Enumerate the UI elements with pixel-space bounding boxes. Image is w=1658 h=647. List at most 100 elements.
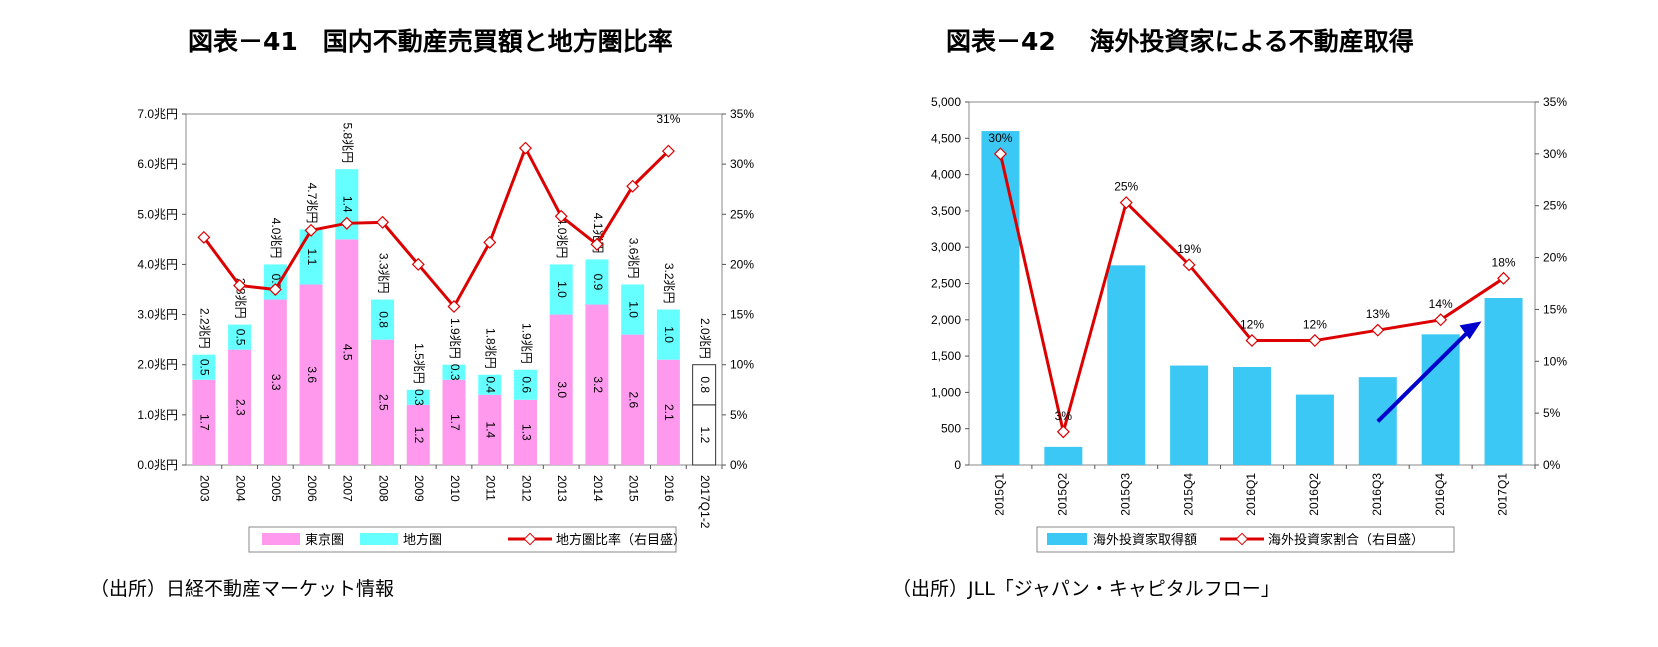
left-y2-tick-label: 25% (730, 207, 754, 221)
regional-bar (513, 369, 537, 400)
legend-label-regional: 地方圏 (403, 532, 442, 547)
trend-arrow-head (1459, 321, 1482, 340)
legend-marker-share (1235, 532, 1249, 546)
right-y-tick-label: 500 (941, 422, 961, 436)
right-y-tick-label: 3,000 (931, 240, 961, 254)
share-value-label: 25% (1114, 180, 1138, 194)
left-x-tick-label: 2009 (412, 475, 426, 502)
foreign-bar (1044, 446, 1083, 465)
right-x-tick-label: 2015Q1 (993, 473, 1007, 516)
left-y-tick-label: 3.0兆円 (137, 308, 178, 322)
share-value-label: 3% (1055, 409, 1073, 423)
left-x-tick-label: 2004 (233, 475, 247, 502)
share-point (1434, 313, 1448, 327)
tokyo-value-label: 1.7 (198, 414, 212, 431)
right-y2-tick-label: 15% (1543, 302, 1567, 316)
regional-value-label: 1.0 (626, 301, 640, 318)
right-y-tick-label: 3,500 (931, 204, 961, 218)
foreign-bar (981, 131, 1020, 466)
left-y2-tick-label: 30% (730, 157, 754, 171)
left-x-tick-label: 2012 (519, 475, 533, 502)
tokyo-value-label: 1.2 (412, 427, 426, 444)
left-y2-tick-label: 0% (730, 458, 748, 472)
ratio-point (340, 216, 354, 230)
total-value-label: 3.6兆円 (626, 238, 640, 279)
regional-value-label: 0.9 (591, 274, 605, 291)
share-point (1119, 196, 1133, 210)
tokyo-bar (228, 349, 252, 465)
left-legend (248, 526, 677, 553)
right-y-tick-label: 5,000 (931, 95, 961, 109)
right-y2-tick-label: 10% (1543, 354, 1567, 368)
right-x-tick-label: 2015Q3 (1118, 473, 1132, 516)
regional-bar (621, 284, 645, 335)
ratio-point (483, 235, 497, 249)
left-x-tick-label: 2003 (198, 475, 212, 502)
tokyo-bar (478, 394, 502, 465)
share-value-label: 12% (1240, 318, 1264, 332)
right-y-tick-label: 2,500 (931, 277, 961, 291)
tokyo-bar (299, 284, 323, 465)
regional-bar (656, 309, 680, 360)
share-point (1371, 323, 1385, 337)
legend-marker-ratio (523, 532, 537, 546)
tokyo-bar (335, 239, 359, 465)
legend-swatch-foreign (1047, 533, 1087, 545)
tokyo-value-label: 2.1 (662, 404, 676, 421)
share-value-label: 19% (1177, 242, 1201, 256)
total-value-label: 1.9兆円 (519, 323, 533, 364)
ratio-point (376, 215, 390, 229)
total-value-label: 3.2兆円 (662, 263, 676, 304)
legend-swatch-regional (360, 533, 398, 545)
regional-value-label: 0.4 (484, 376, 498, 393)
right-x-tick-label: 2016Q3 (1370, 473, 1384, 516)
share-value-label: 13% (1366, 307, 1390, 321)
left-y-tick-label: 5.0兆円 (137, 207, 178, 221)
left-y-tick-label: 0.0兆円 (137, 458, 178, 472)
legend-label-share: 海外投資家割合（右目盛） (1268, 532, 1424, 547)
regional-value-label: 1.0 (555, 281, 569, 298)
left-source-note: （出所）日経不動産マーケット情報 (90, 578, 395, 600)
left-x-tick-label: 2007 (341, 475, 355, 502)
ratio-point (233, 278, 247, 292)
left-y2-tick-label: 10% (730, 358, 754, 372)
legend-label-tokyo: 東京圏 (305, 532, 344, 547)
tokyo-value-label: 3.2 (591, 376, 605, 393)
left-y-tick-label: 1.0兆円 (137, 408, 178, 422)
ratio-point (447, 300, 461, 314)
left-x-tick-label: 2011 (484, 475, 498, 501)
ratio-point (554, 209, 568, 223)
regional-bar (192, 354, 216, 380)
left-y2-tick-label: 5% (730, 408, 748, 422)
left-y2-tick-label: 15% (730, 308, 754, 322)
regional-bar (263, 264, 287, 300)
regional-value-label: 0.3 (412, 389, 426, 406)
regional-bar (371, 299, 395, 340)
right-y2-tick-label: 35% (1543, 95, 1567, 109)
legend-label-ratio: 地方圏比率（右目盛） (556, 532, 686, 547)
left-y2-tick-label: 35% (730, 107, 754, 121)
share-value-label: 12% (1303, 318, 1327, 332)
tokyo-value-label: 3.6 (305, 366, 319, 383)
right-x-tick-label: 2016Q1 (1244, 473, 1258, 516)
total-value-label: 5.8兆円 (341, 122, 355, 163)
total-value-label: 3.3兆円 (376, 253, 390, 294)
tokyo-bar (442, 379, 466, 465)
regional-value-label: 1.0 (662, 326, 676, 343)
tokyo-value-label: 2.3 (233, 399, 247, 416)
legend-label-foreign: 海外投資家取得額 (1093, 532, 1197, 547)
legend-swatch-tokyo (262, 533, 300, 545)
regional-value-label: 0.5 (198, 359, 212, 376)
tokyo-value-label: 1.3 (519, 424, 533, 441)
foreign-bar (1233, 366, 1271, 465)
right-x-tick-label: 2015Q2 (1056, 473, 1070, 516)
share-point (1182, 258, 1196, 272)
ratio-point (268, 282, 282, 297)
tokyo-bar (656, 359, 680, 465)
regional-bar (692, 364, 717, 406)
foreign-bar (1421, 334, 1460, 465)
total-value-label: 1.5兆円 (412, 343, 426, 384)
right-x-tick-label: 2016Q4 (1433, 473, 1447, 516)
right-y-tick-label: 1,500 (931, 349, 961, 363)
